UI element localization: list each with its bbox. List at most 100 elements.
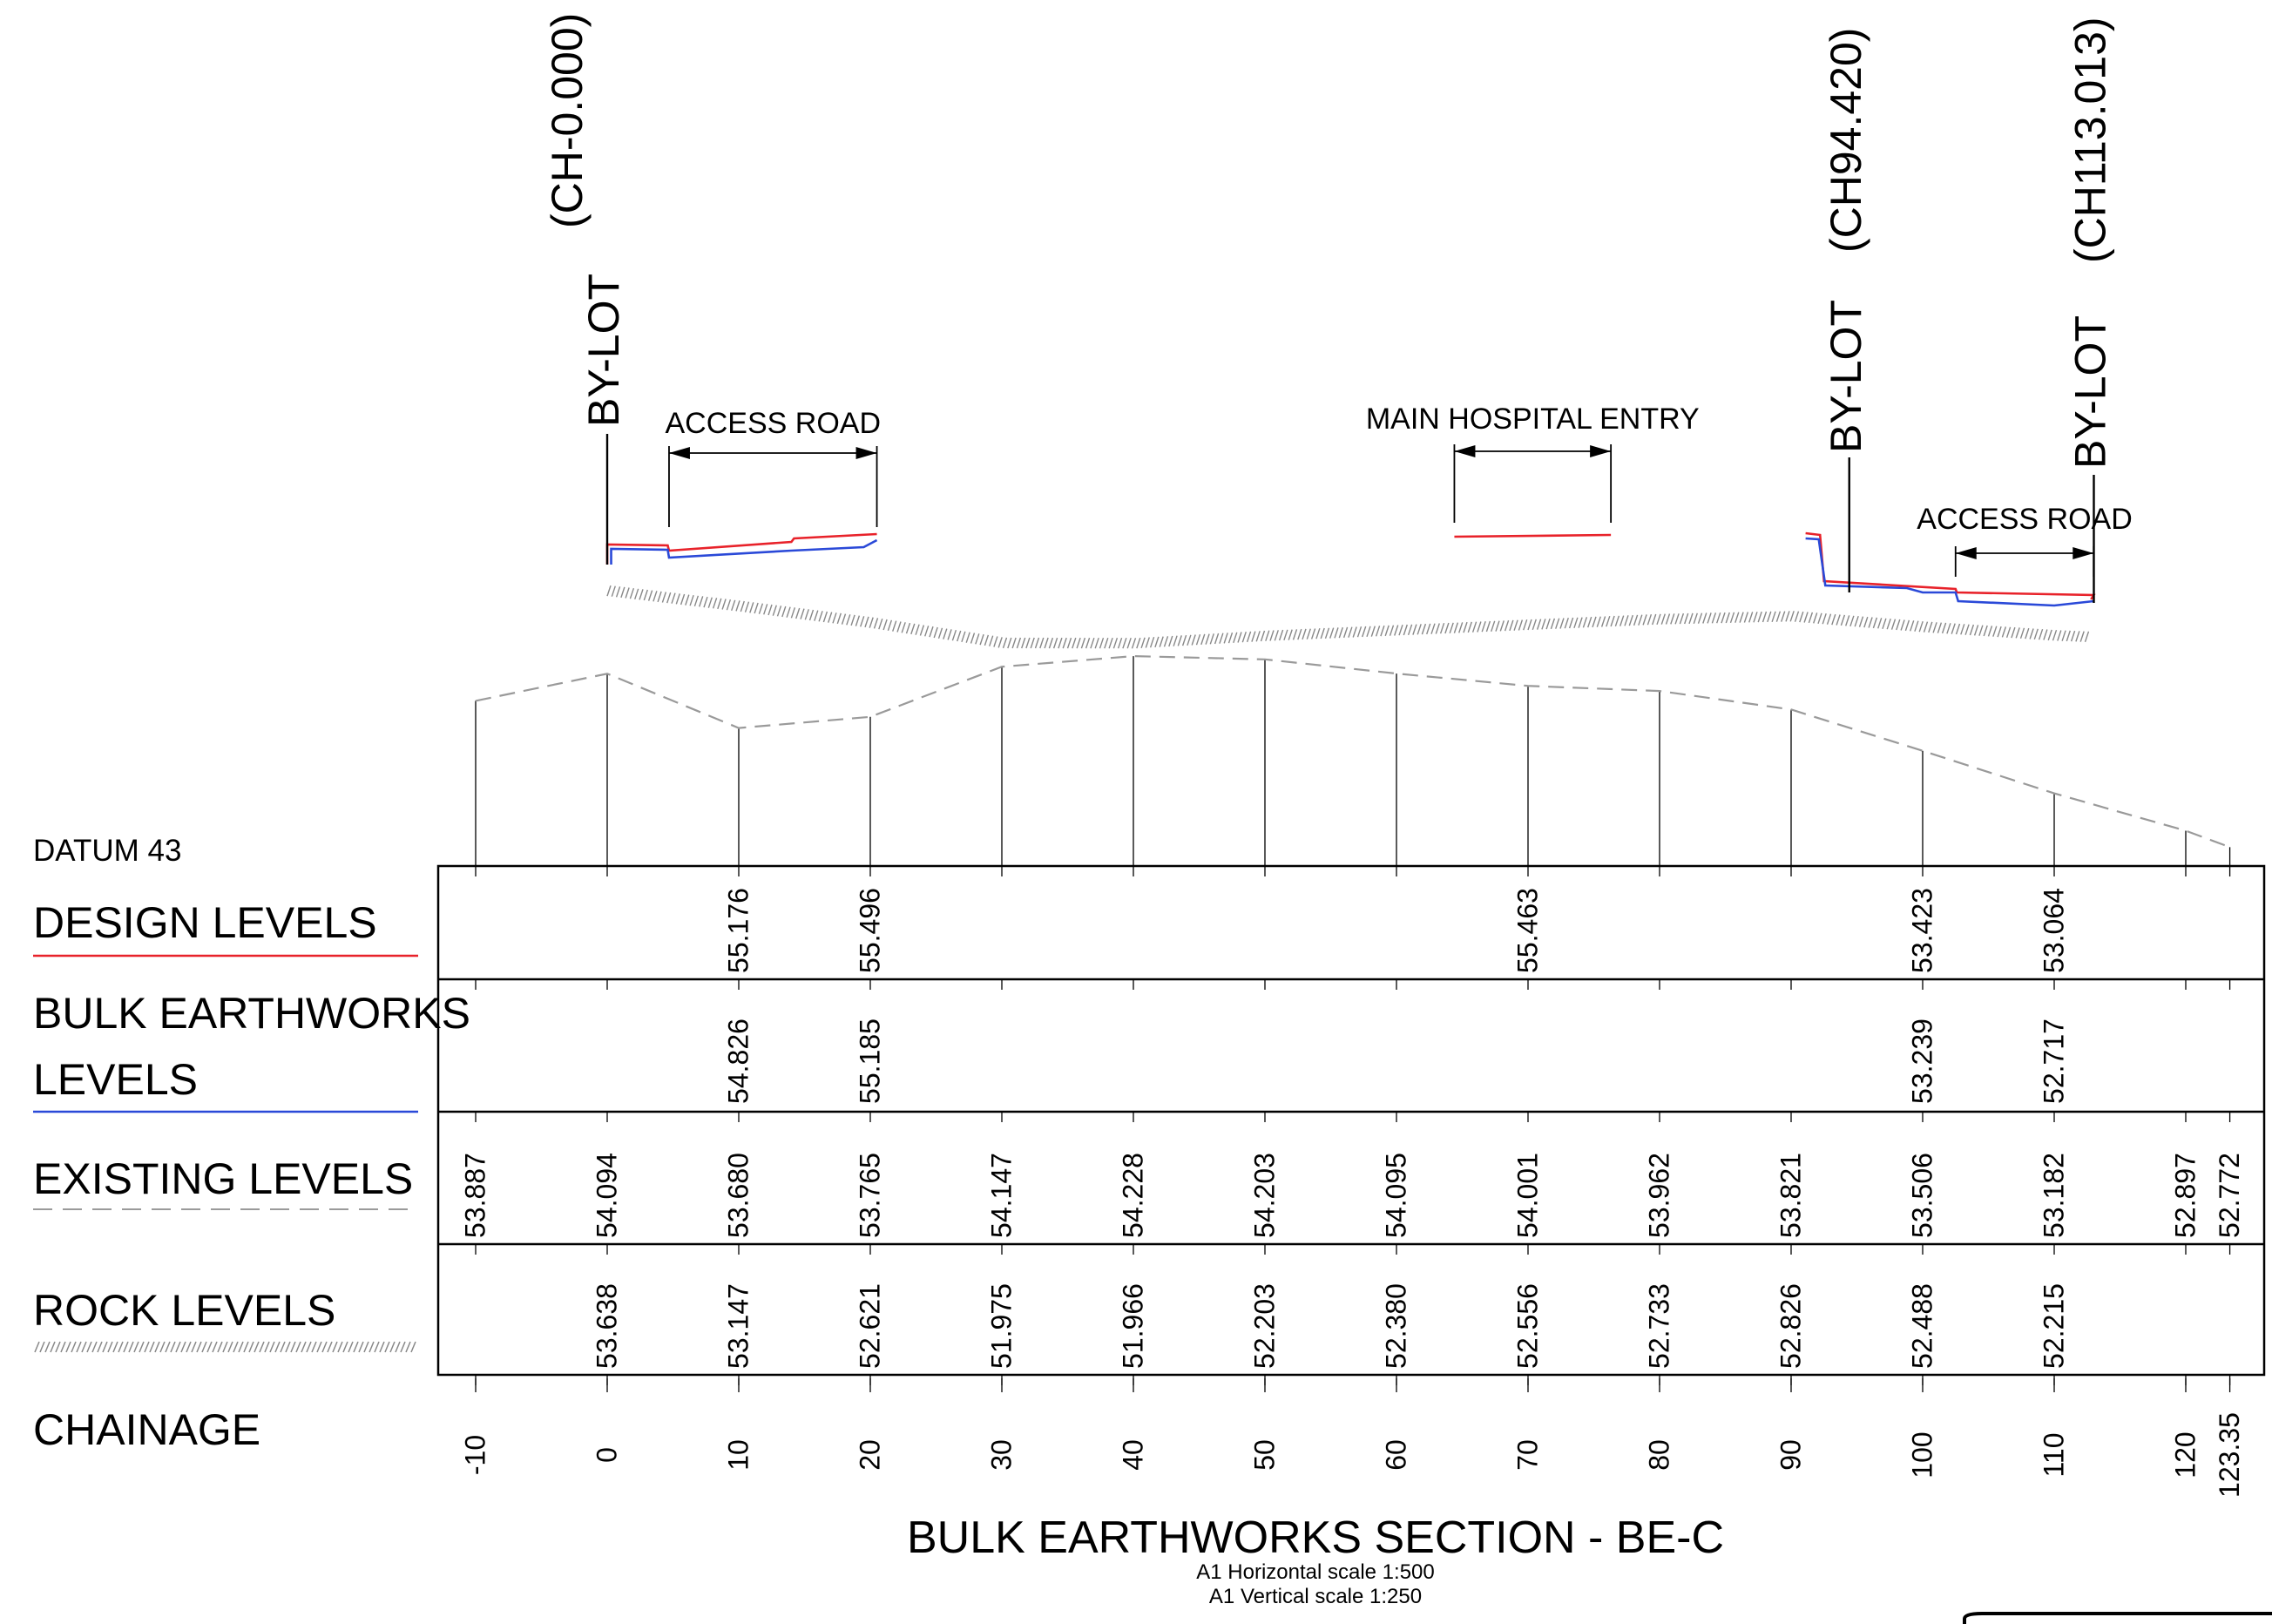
- bulk-level-value: 52.717: [2038, 1018, 2069, 1104]
- horizontal-scale-note: A1 Horizontal scale 1:500: [1196, 1560, 1435, 1584]
- hatch-stroke: [165, 1341, 171, 1353]
- hatch-stroke: [133, 1341, 139, 1353]
- chainage-value: 70: [1511, 1439, 1543, 1471]
- chainage-value: 123.35: [2214, 1412, 2245, 1498]
- chainage-value: 80: [1643, 1439, 1674, 1471]
- hatch-stroke: [76, 1341, 82, 1353]
- design-levels-label: DESIGN LEVELS: [33, 898, 377, 947]
- dimension-arrowheads: [668, 447, 877, 459]
- hatch-stroke: [201, 1341, 207, 1353]
- hatch-stroke: [139, 1341, 145, 1353]
- existing-level-value: 54.147: [985, 1153, 1017, 1238]
- hatch-stroke: [34, 1341, 40, 1353]
- hatch-stroke: [363, 1341, 369, 1353]
- row-ticks: [475, 866, 2231, 1392]
- hatch-stroke: [180, 1341, 186, 1353]
- existing-level-value: 53.765: [854, 1153, 885, 1238]
- hatch-stroke: [222, 1341, 228, 1353]
- existing-level-value: 53.887: [459, 1153, 490, 1238]
- hatch-stroke: [369, 1341, 375, 1353]
- bulk-level-value: 53.239: [1906, 1018, 1937, 1104]
- hatch-stroke: [332, 1341, 338, 1353]
- hatch-stroke: [65, 1341, 71, 1353]
- chainage-marker-label: (CH-0.000): [543, 13, 592, 228]
- existing-level-value: 53.680: [722, 1153, 754, 1238]
- hatch-stroke: [285, 1341, 291, 1353]
- existing-level-value: 54.228: [1117, 1153, 1148, 1238]
- hatch-stroke: [118, 1341, 124, 1353]
- hatch-stroke: [39, 1341, 45, 1353]
- hatch-stroke: [71, 1341, 77, 1353]
- hatch-stroke: [128, 1341, 134, 1353]
- chainage-value: 110: [2038, 1432, 2069, 1477]
- chainage-value: 0: [591, 1447, 622, 1463]
- rock-level-value: 51.975: [985, 1283, 1017, 1369]
- rock-level-hatch: [606, 585, 2090, 649]
- level-table-frame: [436, 864, 2266, 1377]
- existing-level-value: 53.962: [1643, 1153, 1674, 1238]
- annotations: BY-LOT (CH-0.000) BY-LOT (CH94.420) BY-LOT (C…: [543, 13, 2133, 603]
- rock-level-value: 53.638: [591, 1283, 622, 1369]
- chainage-value: 60: [1380, 1439, 1411, 1471]
- hatch-stroke: [149, 1341, 155, 1353]
- rock-level-value: 52.203: [1248, 1283, 1280, 1369]
- hatch-stroke: [290, 1341, 296, 1353]
- existing-level-value: 53.506: [1906, 1153, 1937, 1238]
- datum-label: DATUM 43: [33, 834, 182, 868]
- rock-levels-legend-hatch: [34, 1341, 416, 1353]
- hatch-stroke: [389, 1341, 396, 1353]
- chainage-value: 30: [985, 1439, 1017, 1471]
- existing-level-value: 54.095: [1380, 1153, 1411, 1238]
- title-block-corner: [1963, 1612, 2272, 1624]
- chainage-label: CHAINAGE: [33, 1405, 260, 1454]
- chainage-value: 100: [1906, 1431, 1937, 1478]
- hatch-stroke: [159, 1341, 166, 1353]
- bulk-levels-label-line1: BULK EARTHWORKS: [33, 989, 470, 1038]
- section-title: BULK EARTHWORKS SECTION - BE-C: [907, 1512, 1724, 1563]
- rock-level-value: 52.380: [1380, 1283, 1411, 1369]
- bulk-level-value: 55.185: [854, 1018, 885, 1104]
- profile-lines: [475, 531, 2230, 849]
- hatch-stroke: [227, 1341, 233, 1353]
- hatch-stroke: [55, 1341, 61, 1353]
- chainage-value: -10: [459, 1435, 490, 1475]
- hatch-stroke: [301, 1341, 307, 1353]
- hatch-stroke: [374, 1341, 380, 1353]
- chainage-value: 10: [722, 1439, 754, 1471]
- hatch-stroke: [348, 1341, 354, 1353]
- hatch-stroke: [60, 1341, 66, 1353]
- hatch-stroke: [264, 1341, 270, 1353]
- hatch-stroke: [259, 1341, 265, 1353]
- hatch-stroke: [175, 1341, 181, 1353]
- hatch-stroke: [280, 1341, 286, 1353]
- design-level-value: 55.496: [854, 888, 885, 973]
- design-level-value: 55.176: [722, 888, 754, 973]
- hatch-stroke: [50, 1341, 56, 1353]
- level-labels: 53.887 54.094 53.680 53.765 54.147 54.228 54.2…: [459, 888, 2245, 1498]
- hatch-stroke: [321, 1341, 328, 1353]
- existing-levels-label: EXISTING LEVELS: [33, 1154, 413, 1203]
- hatch-stroke: [206, 1341, 213, 1353]
- annotation-label: ACCESS ROAD: [1917, 503, 2133, 536]
- chainage-marker-label: (CH113.013): [2066, 17, 2115, 263]
- existing-level-value: 52.897: [2169, 1153, 2201, 1238]
- chainage-value: 90: [1775, 1439, 1806, 1471]
- bulk-level-line-east: [1805, 537, 2094, 607]
- chainage-value: 20: [854, 1439, 885, 1471]
- hatch-stroke: [269, 1341, 275, 1353]
- hatch-stroke: [400, 1341, 406, 1353]
- rock-level-value: 52.556: [1511, 1283, 1543, 1369]
- design-level-value: 55.463: [1511, 888, 1543, 973]
- hatch-stroke: [306, 1341, 312, 1353]
- rock-level-value: 52.621: [854, 1283, 885, 1369]
- existing-level-value: 54.094: [591, 1153, 622, 1238]
- hatch-stroke: [254, 1341, 260, 1353]
- hatch-stroke: [238, 1341, 244, 1353]
- chainage-value: 40: [1117, 1439, 1148, 1471]
- hatch-stroke: [384, 1341, 390, 1353]
- hatch-stroke: [212, 1341, 218, 1353]
- design-level-value: 53.423: [1906, 888, 1937, 973]
- hatch-stroke: [337, 1341, 343, 1353]
- hatch-stroke: [233, 1341, 239, 1353]
